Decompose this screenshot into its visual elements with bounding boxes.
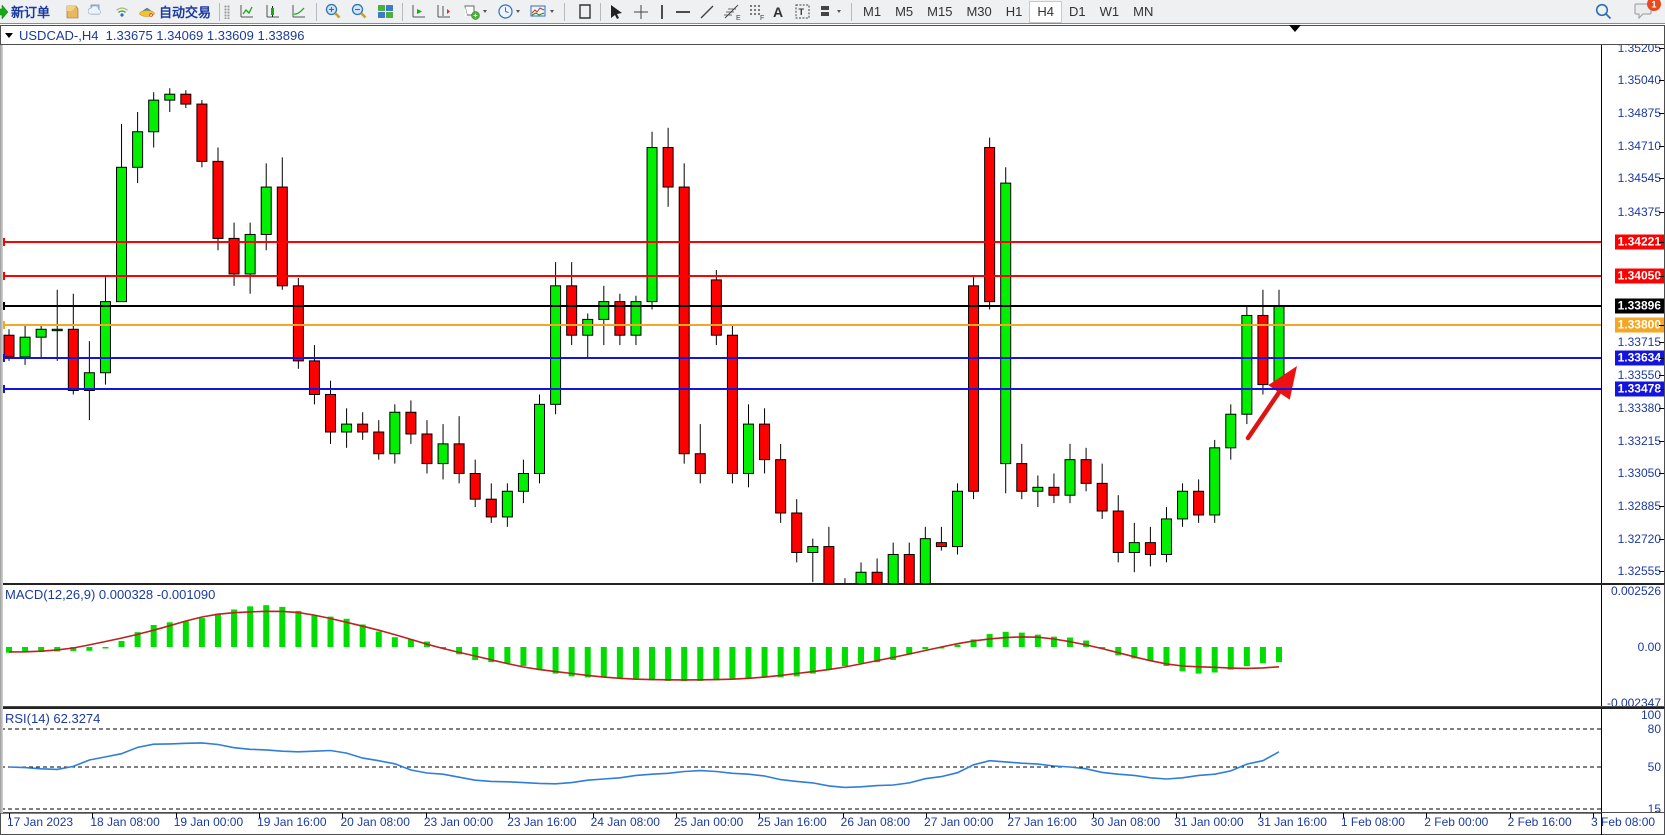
svg-text:T: T — [799, 7, 805, 17]
svg-text:A: A — [773, 4, 783, 20]
svg-text:1: 1 — [1651, 0, 1656, 9]
svg-text:F: F — [760, 15, 764, 20]
svg-text:E: E — [736, 15, 741, 20]
